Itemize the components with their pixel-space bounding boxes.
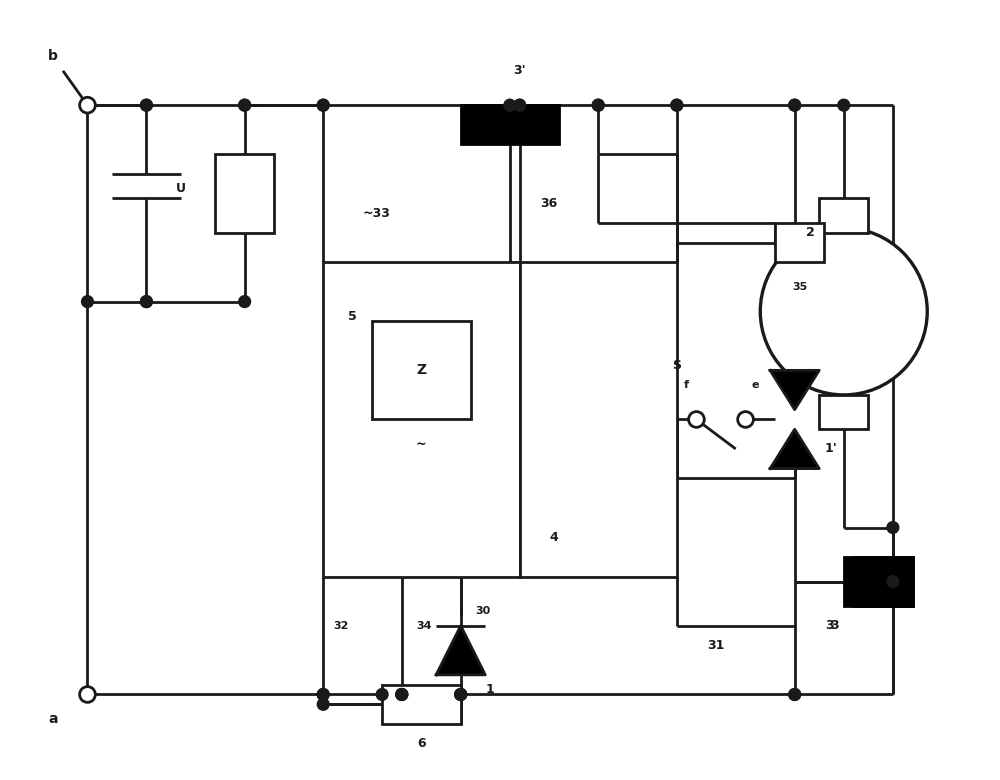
Circle shape: [760, 228, 927, 395]
Polygon shape: [436, 626, 485, 675]
Circle shape: [317, 689, 329, 700]
Text: 36: 36: [540, 197, 558, 210]
Text: 32: 32: [333, 621, 348, 631]
Circle shape: [689, 412, 704, 427]
Text: Z: Z: [416, 363, 426, 378]
Circle shape: [80, 98, 95, 113]
Bar: [819, 395, 868, 429]
Text: 2: 2: [806, 226, 814, 239]
Text: 5: 5: [348, 310, 357, 323]
Circle shape: [396, 689, 408, 700]
Text: ~: ~: [416, 438, 427, 451]
Text: 35: 35: [792, 282, 807, 292]
Text: 3: 3: [830, 619, 839, 633]
Text: f: f: [684, 380, 689, 390]
Circle shape: [376, 689, 388, 700]
Circle shape: [455, 689, 467, 700]
Text: 30: 30: [475, 606, 491, 616]
Bar: [372, 321, 471, 420]
Text: 1: 1: [485, 683, 494, 696]
Circle shape: [887, 576, 899, 587]
Circle shape: [80, 686, 95, 702]
Circle shape: [396, 689, 408, 700]
Circle shape: [141, 296, 152, 307]
Circle shape: [239, 296, 251, 307]
Text: ~33: ~33: [362, 207, 390, 220]
Text: 34: 34: [417, 621, 432, 631]
Circle shape: [789, 689, 801, 700]
Text: 3': 3': [513, 64, 526, 77]
Bar: [215, 154, 274, 233]
Circle shape: [317, 99, 329, 111]
Circle shape: [455, 689, 467, 700]
Bar: [819, 198, 868, 233]
Circle shape: [82, 296, 93, 307]
Polygon shape: [770, 370, 819, 410]
Text: 31: 31: [707, 639, 725, 652]
Circle shape: [141, 99, 152, 111]
Circle shape: [887, 522, 899, 534]
Circle shape: [514, 99, 526, 111]
Circle shape: [514, 99, 526, 111]
Bar: [461, 105, 559, 144]
Polygon shape: [770, 429, 819, 469]
Bar: [775, 223, 824, 262]
Text: 4: 4: [549, 531, 558, 544]
Text: S: S: [672, 359, 681, 372]
Circle shape: [789, 689, 801, 700]
Circle shape: [317, 99, 329, 111]
Circle shape: [671, 99, 683, 111]
Circle shape: [838, 99, 850, 111]
Circle shape: [789, 99, 801, 111]
Bar: [844, 557, 913, 606]
Circle shape: [141, 296, 152, 307]
Circle shape: [592, 99, 604, 111]
Text: a: a: [48, 712, 58, 726]
Circle shape: [671, 99, 683, 111]
Circle shape: [396, 689, 408, 700]
Circle shape: [504, 99, 516, 111]
Text: b: b: [48, 49, 58, 63]
Circle shape: [317, 689, 329, 700]
Circle shape: [317, 698, 329, 711]
Circle shape: [239, 99, 251, 111]
Bar: [854, 557, 913, 606]
Circle shape: [789, 99, 801, 111]
Circle shape: [239, 99, 251, 111]
Bar: [382, 685, 461, 724]
Bar: [323, 262, 520, 576]
Bar: [520, 262, 677, 576]
Text: 6: 6: [417, 737, 426, 750]
Text: e: e: [752, 380, 759, 390]
Text: U: U: [176, 183, 186, 195]
Circle shape: [738, 412, 753, 427]
Circle shape: [141, 99, 152, 111]
Text: 3: 3: [825, 619, 834, 633]
Circle shape: [455, 689, 467, 700]
Text: 1': 1': [824, 442, 837, 456]
Circle shape: [592, 99, 604, 111]
